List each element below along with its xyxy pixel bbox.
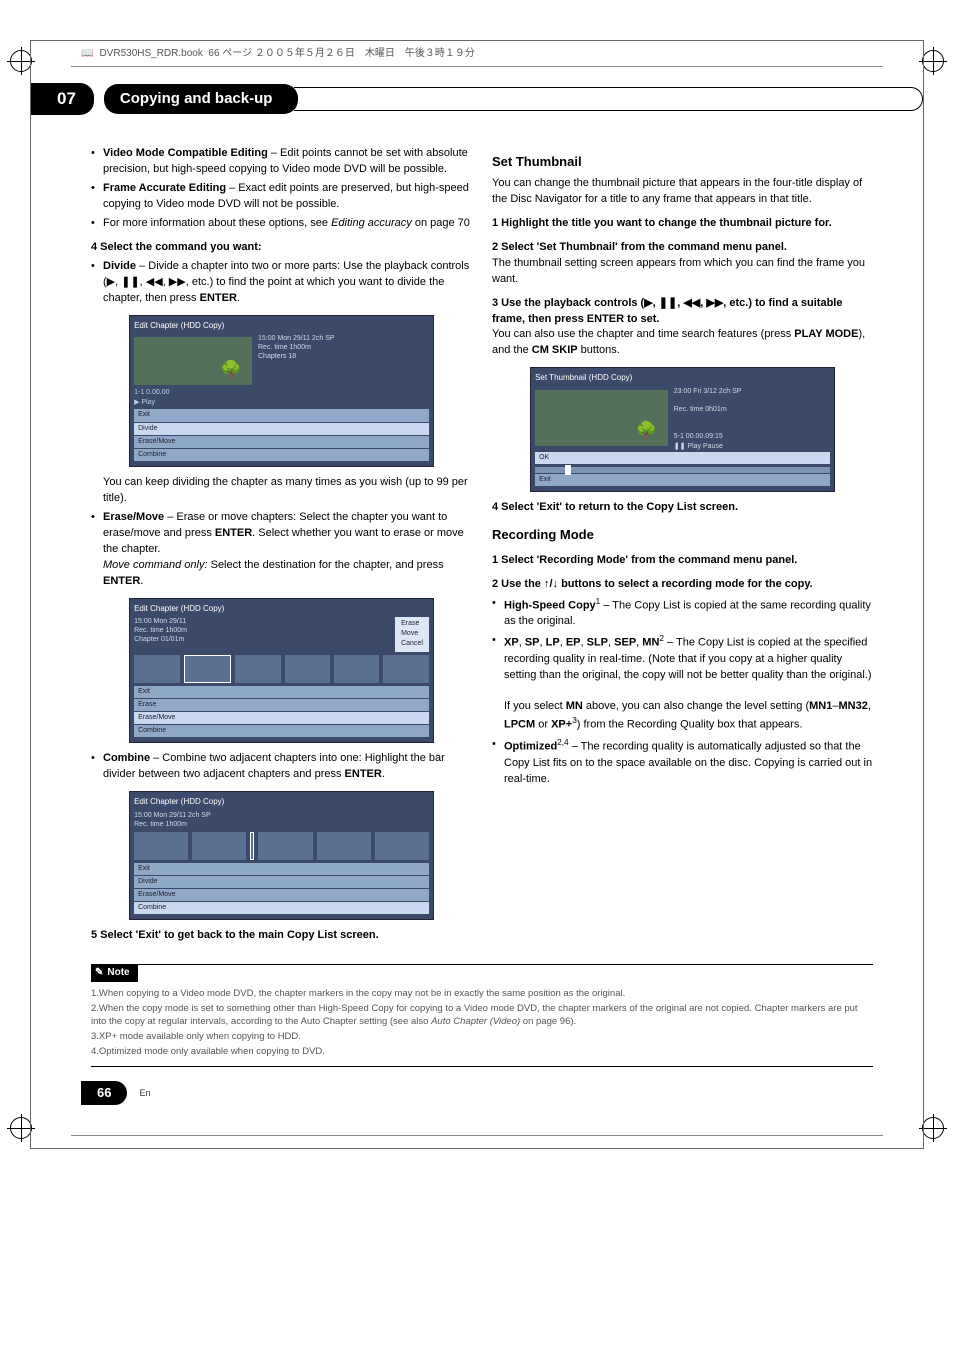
chapter-bar-tail: [294, 87, 923, 111]
chapter-bar: 07 Copying and back-up: [31, 83, 923, 116]
bullet-more-info: • For more information about these optio…: [91, 216, 472, 232]
screenshot-edit-chapter-divide: Edit Chapter (HDD Copy) 🌳 15:00 Mon 29/1…: [129, 315, 434, 467]
bullet-xp-modes: • XP, SP, LP, EP, SLP, SEP, MN2 – The Co…: [492, 633, 873, 734]
rec-step1: 1 Select 'Recording Mode' from the comma…: [492, 553, 873, 569]
content-columns: • Video Mode Compatible Editing – Edit p…: [31, 143, 923, 954]
page-lang: En: [139, 1087, 150, 1100]
registration-mark: [10, 50, 32, 72]
note-box: ✎ Note 1.When copying to a Video mode DV…: [91, 964, 873, 1066]
thumb-step4: 4 Select 'Exit' to return to the Copy Li…: [492, 500, 873, 516]
footnote-4: 4.Optimized mode only available when cop…: [91, 1045, 873, 1059]
divide-after-text: You can keep dividing the chapter as man…: [91, 475, 472, 507]
page-footer: 66 En: [81, 1081, 923, 1106]
chapter-title: Copying and back-up: [104, 84, 299, 114]
rec-step2: 2 Use the ↑/↓ buttons to select a record…: [492, 577, 873, 593]
registration-mark: [922, 1117, 944, 1139]
page-number: 66: [81, 1081, 127, 1106]
book-page-info: 66 ページ ２００５年５月２６日 木曜日 午後３時１９分: [208, 47, 474, 62]
page-frame: 📖 DVR530HS_RDR.book 66 ページ ２００５年５月２６日 木曜…: [30, 40, 924, 1149]
step4-heading: 4 Select the command you want:: [91, 240, 472, 256]
bullet-high-speed: • High-Speed Copy1 – The Copy List is co…: [492, 596, 873, 631]
book-header: 📖 DVR530HS_RDR.book 66 ページ ２００５年５月２６日 木曜…: [31, 41, 923, 64]
step5-heading: 5 Select 'Exit' to get back to the main …: [91, 928, 472, 944]
screenshot-edit-chapter-erase: Edit Chapter (HDD Copy) 15:00 Mon 29/11 …: [129, 598, 434, 744]
footnote-2: 2.When the copy mode is set to something…: [91, 1002, 873, 1030]
book-filename: DVR530HS_RDR.book: [99, 47, 202, 62]
bullet-video-mode: • Video Mode Compatible Editing – Edit p…: [91, 146, 472, 178]
header-divider: [71, 66, 883, 67]
pencil-icon: ✎: [95, 966, 103, 981]
chapter-number: 07: [31, 83, 94, 116]
note-header: ✎ Note: [91, 965, 138, 982]
footnotes: 1.When copying to a Video mode DVD, the …: [91, 982, 873, 1066]
thumb-step2-body: The thumbnail setting screen appears fro…: [492, 256, 873, 288]
heading-recording-mode: Recording Mode: [492, 526, 873, 545]
thumb-step3: 3 Use the playback controls (▶, ❚❚, ◀◀, …: [492, 296, 873, 328]
footnote-1: 1.When copying to a Video mode DVD, the …: [91, 987, 873, 1001]
bullet-optimized: • Optimized2,4 – The recording quality i…: [492, 737, 873, 787]
right-column: Set Thumbnail You can change the thumbna…: [492, 143, 873, 944]
set-thumb-intro: You can change the thumbnail picture tha…: [492, 176, 873, 208]
screenshot-edit-chapter-combine: Edit Chapter (HDD Copy) 15:00 Mon 29/11 …: [129, 791, 434, 920]
heading-set-thumbnail: Set Thumbnail: [492, 153, 873, 172]
thumb-step3-body: You can also use the chapter and time se…: [492, 327, 873, 359]
registration-mark: [10, 1117, 32, 1139]
bullet-combine: • Combine – Combine two adjacent chapter…: [91, 751, 472, 783]
note-label: Note: [107, 966, 129, 981]
registration-mark: [922, 50, 944, 72]
left-column: • Video Mode Compatible Editing – Edit p…: [91, 143, 472, 944]
thumb-step1: 1 Highlight the title you want to change…: [492, 216, 873, 232]
screenshot-set-thumbnail: Set Thumbnail (HDD Copy) 🌳 23:00 Fri 3/1…: [530, 367, 835, 492]
bullet-erase-move: • Erase/Move – Erase or move chapters: S…: [91, 510, 472, 590]
bullet-divide: • Divide – Divide a chapter into two or …: [91, 259, 472, 307]
thumb-step2: 2 Select 'Set Thumbnail' from the comman…: [492, 240, 873, 256]
footnote-3: 3.XP+ mode available only when copying t…: [91, 1030, 873, 1044]
bullet-frame-accurate: • Frame Accurate Editing – Exact edit po…: [91, 181, 472, 213]
footer-divider: [71, 1135, 883, 1136]
book-icon: 📖: [81, 47, 93, 62]
